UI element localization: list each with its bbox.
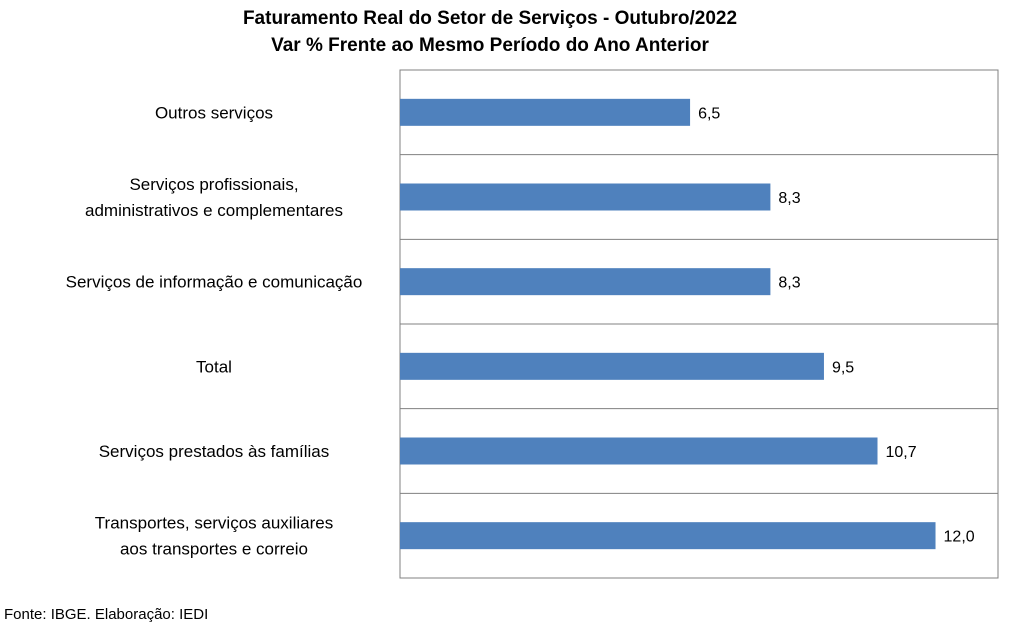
bar-2: [400, 183, 771, 211]
chart-subtitle: Var % Frente ao Mesmo Período do Ano Ant…: [271, 35, 709, 56]
data-label-1: 6,5: [698, 105, 720, 122]
category-label-line: Outros serviços: [155, 103, 273, 122]
category-label-3: Serviços de informação e comunicação: [66, 273, 363, 292]
category-label-line: Serviços profissionais,: [129, 175, 298, 194]
bar-1: [400, 98, 691, 126]
category-label-line: Transportes, serviços auxiliares: [95, 514, 333, 533]
category-label-1: Outros serviços: [155, 103, 273, 122]
category-label-5: Serviços prestados às famílias: [99, 442, 330, 461]
category-label-line: Total: [196, 357, 232, 376]
data-label-5: 10,7: [886, 444, 917, 461]
category-label-4: Total: [196, 357, 232, 376]
data-label-3: 8,3: [778, 275, 800, 292]
category-label-line: administrativos e complementares: [85, 201, 343, 220]
category-label-line: Serviços prestados às famílias: [99, 442, 330, 461]
bar-4: [400, 352, 824, 380]
category-label-6: Transportes, serviços auxiliares aos tran…: [95, 514, 333, 559]
bar-6: [400, 522, 936, 550]
category-label-line: Serviços de informação e comunicação: [66, 273, 363, 292]
data-label-4: 9,5: [832, 359, 854, 376]
bar-5: [400, 437, 878, 465]
category-label-2: Serviços profissionais, administrativos e…: [85, 175, 343, 220]
data-label-6: 12,0: [944, 529, 975, 546]
source-note: Fonte: IBGE. Elaboração: IEDI: [4, 606, 209, 623]
chart-title: Faturamento Real do Setor de Serviços - …: [242, 8, 738, 29]
bar-3: [400, 268, 771, 296]
data-label-2: 8,3: [778, 190, 800, 207]
category-label-line: aos transportes e correio: [120, 540, 308, 559]
